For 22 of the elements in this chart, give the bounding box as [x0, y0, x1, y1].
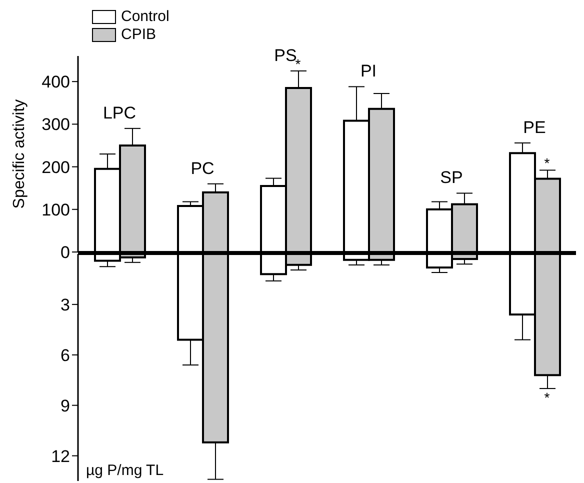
y-tick-label: 9	[60, 396, 70, 416]
y-axis-title: µg P/mg TL	[86, 462, 164, 479]
x-tick-label: LPC	[102, 103, 136, 122]
x-tick-label: SP	[440, 168, 463, 188]
annotation: *	[544, 390, 550, 406]
y-tick-label: 100	[42, 200, 70, 220]
y-tick-label: 300	[42, 115, 70, 134]
y-tick-label: 3	[60, 295, 70, 314]
y-tick-label: 400	[42, 72, 70, 92]
annotation: *	[295, 56, 302, 72]
y-tick-label: 0	[60, 243, 70, 262]
y-tick-label: 200	[42, 158, 70, 177]
x-tick-label: PS	[274, 46, 297, 65]
y-tick-label: 12	[51, 446, 70, 466]
legend-label: CPIB	[121, 26, 156, 44]
legend-label: Control	[121, 8, 170, 26]
x-tick-label: PC	[190, 158, 214, 178]
y-tick-label: 6	[60, 346, 70, 365]
x-tick-label: PE	[523, 118, 546, 137]
annotation: *	[544, 155, 550, 172]
x-tick-label: PI	[360, 62, 377, 81]
y-axis-title: Specific activity	[11, 99, 28, 209]
